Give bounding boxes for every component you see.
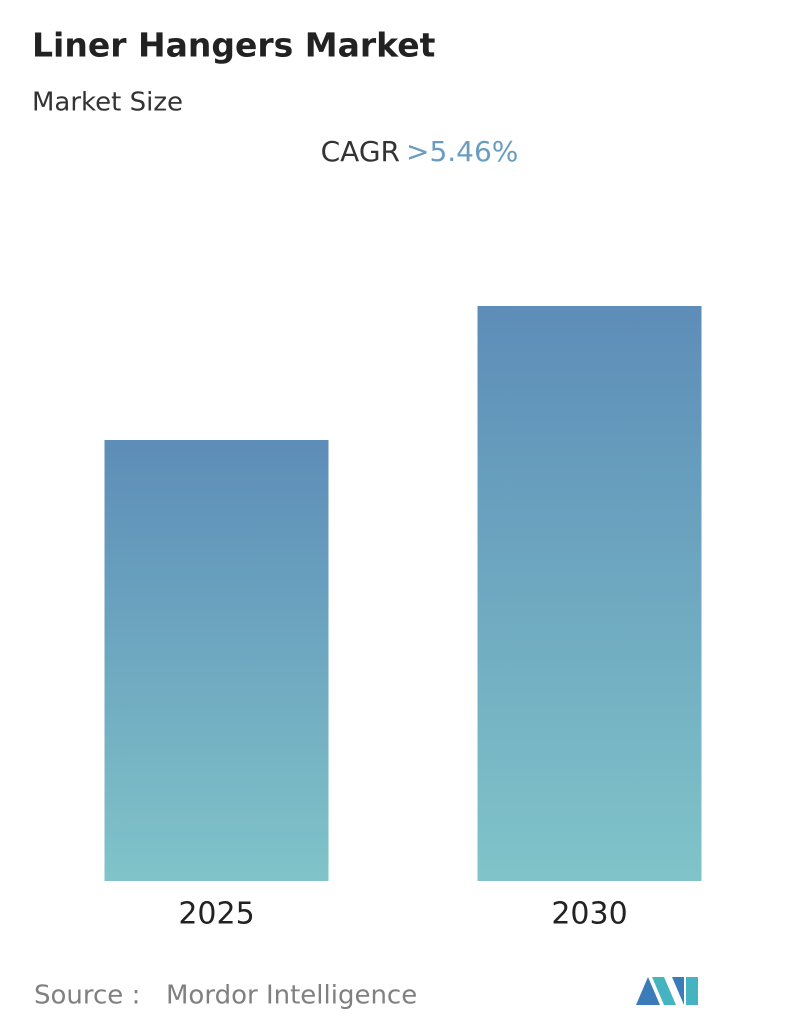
chart-title: Liner Hangers Market [32,26,436,65]
bar [104,440,329,881]
logo [636,977,698,1005]
source-label: Source : [34,981,140,1011]
x-tick-label: 2030 [551,897,627,932]
x-tick-label: 2025 [178,897,254,932]
source: Mordor Intelligence [166,981,417,1011]
cagr-label: CAGR [321,135,400,168]
bar [477,306,702,881]
cagr-value: >5.46% [406,135,518,168]
chart-subtitle: Market Size [32,88,183,118]
